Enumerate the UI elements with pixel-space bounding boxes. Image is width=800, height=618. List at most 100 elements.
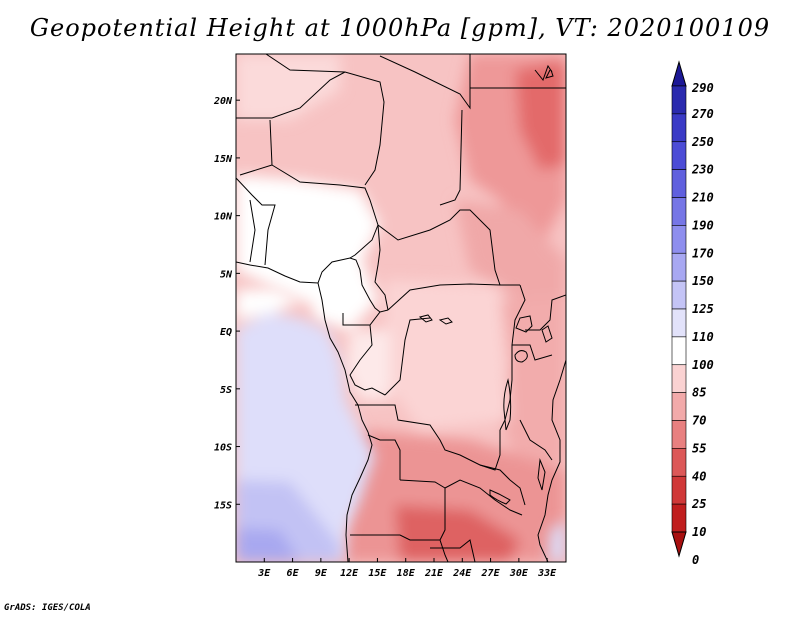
lat-label: 15S — [214, 500, 232, 511]
border-car-sudan — [377, 209, 501, 286]
lon-label: 15E — [368, 568, 387, 579]
lon-label: 3E — [257, 568, 271, 579]
border-cameroon-car — [374, 224, 389, 311]
lat-label: EQ — [220, 327, 232, 338]
field-south — [340, 430, 566, 562]
colorbar-box — [671, 336, 687, 366]
lake-tanganyika — [503, 378, 512, 431]
lake-mai-ndombe — [418, 314, 433, 323]
colorbar-label: 250 — [691, 135, 714, 149]
lon-label: 33E — [537, 568, 557, 579]
border-tanzania-moz — [519, 419, 553, 461]
border-ghana-togo — [249, 199, 256, 263]
border-kenya-tanzania — [512, 344, 553, 361]
lake-malawi — [537, 458, 546, 491]
lat-axis: 20N 15N 10N 5N EQ 5S 10S 15S — [213, 96, 240, 511]
border-angola-drc — [355, 404, 501, 471]
lat-label: 5S — [220, 385, 232, 396]
colorbar-box — [671, 364, 687, 393]
lon-label: 6E — [287, 568, 300, 579]
colorbar-box — [671, 503, 687, 533]
lat-label: 5N — [220, 269, 233, 280]
colorbar-label: 110 — [692, 330, 714, 344]
border-gabon-congo — [349, 324, 386, 396]
colorbar-label: 270 — [691, 107, 714, 121]
coast-red-sea — [534, 64, 553, 82]
colorbar-box — [671, 169, 687, 198]
colorbar-box — [671, 308, 687, 338]
border-libya-chad-sudan — [379, 55, 566, 110]
lon-label: 30E — [509, 568, 529, 579]
border-car-drc — [387, 283, 520, 311]
lon-label: 9E — [315, 568, 328, 579]
field-indian-ocean — [548, 520, 566, 562]
colorbar: 2902702502302101901701501251101008570554… — [671, 60, 714, 567]
coast-gabon-congo — [317, 282, 359, 406]
map-title: Geopotential Height at 1000hPa [gpm], VT… — [29, 14, 771, 42]
field-gulf-of-guinea — [236, 288, 300, 320]
grads-credit: GrADS: IGES/COLA — [4, 603, 91, 613]
lake-albert — [515, 315, 533, 333]
colorbar-label: 190 — [692, 218, 714, 232]
border-zambia-malawi — [479, 464, 526, 506]
lat-label: 10N — [214, 212, 233, 223]
colorbar-label: 150 — [692, 274, 714, 288]
colorbar-box — [671, 475, 687, 505]
border-uganda-kenya — [525, 294, 566, 331]
colorbar-box — [671, 197, 687, 226]
lake-victoria — [514, 350, 528, 363]
colorbar-box — [671, 392, 687, 421]
border-drc-east — [499, 284, 526, 431]
coast-east-africa — [537, 359, 566, 562]
coast-angola-namibia — [345, 404, 373, 562]
border-nigeria-cameroon — [349, 224, 379, 259]
colorbar-box — [671, 280, 687, 310]
lon-label: 12E — [340, 568, 359, 579]
field-atlantic-sw — [236, 528, 300, 562]
colorbar-box — [671, 225, 687, 254]
border-botswana-sa — [430, 539, 476, 562]
coastlines-borders — [236, 54, 566, 562]
colorbar-label: 170 — [692, 246, 714, 260]
colorbar-label: 10 — [692, 525, 706, 539]
lat-label: 15N — [214, 154, 233, 165]
colorbar-label: 230 — [691, 163, 714, 177]
coast-west-africa — [236, 257, 381, 313]
colorbar-box — [671, 448, 687, 477]
border-niger-nigeria — [271, 164, 379, 226]
colorbar-label: 290 — [691, 81, 714, 95]
lon-axis: 3E 6E 9E 12E 15E 18E 21E 24E 27E 30E 33E — [257, 558, 557, 579]
map-frame — [235, 53, 567, 563]
lon-label: 18E — [397, 568, 416, 579]
lake-turkana — [541, 325, 553, 343]
border-zambia-zimbabwe — [444, 479, 523, 516]
colorbar-label: 85 — [692, 386, 706, 400]
colorbar-bottom-arrow — [671, 531, 687, 558]
border-burkina-ghana — [236, 177, 276, 266]
colorbar-label: 70 — [692, 414, 706, 428]
colorbar-box — [671, 252, 687, 282]
colorbar-label: 55 — [692, 441, 706, 455]
colorbar-label: 25 — [691, 497, 706, 511]
lon-label: 24E — [452, 568, 472, 579]
colorbar-label: 100 — [692, 358, 714, 372]
field-south-core — [395, 505, 520, 562]
border-niger-chad — [265, 54, 385, 186]
lat-label: 20N — [213, 96, 233, 107]
colorbar-box — [671, 85, 687, 115]
colorbar-label: 0 — [692, 553, 699, 567]
field-gulf-white — [300, 255, 378, 330]
colorbar-label: 210 — [691, 191, 714, 205]
lake-tumba — [438, 317, 453, 325]
geopotential-field — [236, 54, 566, 562]
colorbar-top-arrow — [671, 60, 687, 87]
colorbar-box — [671, 420, 687, 449]
border-angola-zambia — [367, 434, 401, 480]
border-chad-sudan — [439, 109, 463, 206]
border-namibia-angola — [350, 534, 449, 562]
field-east-africa — [500, 295, 566, 470]
lat-label: 10S — [214, 443, 232, 454]
colorbar-label: 125 — [692, 302, 714, 316]
colorbar-box — [671, 141, 687, 170]
